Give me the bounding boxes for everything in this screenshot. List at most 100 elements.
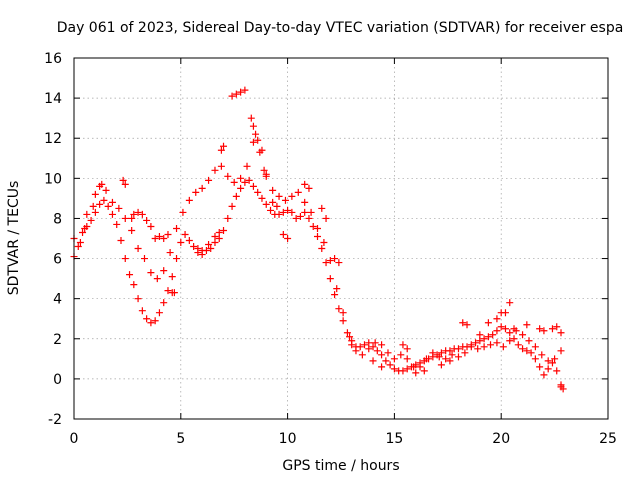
data-point-marker — [258, 146, 266, 154]
y-tick-label: 12 — [44, 131, 62, 147]
data-point-marker — [538, 351, 546, 359]
data-point-marker — [356, 343, 364, 351]
data-point-marker — [134, 208, 142, 216]
data-point-marker — [369, 357, 377, 365]
data-point-marker — [484, 319, 492, 327]
data-point-marker — [205, 241, 213, 249]
data-point-marker — [352, 347, 360, 355]
data-point-marker — [108, 210, 116, 218]
data-point-marker — [448, 351, 456, 359]
data-point-marker — [548, 325, 556, 333]
data-point-marker — [194, 249, 202, 257]
data-point-marker — [177, 239, 185, 247]
data-point-marker — [294, 188, 302, 196]
data-point-marker — [232, 192, 240, 200]
data-point-marker — [378, 341, 386, 349]
data-point-marker — [113, 220, 121, 228]
data-point-marker — [254, 136, 262, 144]
data-point-marker — [326, 257, 334, 265]
x-axis-title: GPS time / hours — [282, 458, 399, 474]
data-point-marker — [119, 176, 127, 184]
data-point-marker — [378, 351, 386, 359]
data-point-marker — [267, 206, 275, 214]
data-point-marker — [230, 178, 238, 186]
data-point-marker — [173, 255, 181, 263]
data-point-marker — [553, 367, 561, 375]
data-point-marker — [429, 349, 437, 357]
data-point-marker — [108, 198, 116, 206]
data-point-marker — [138, 210, 146, 218]
data-point-marker — [514, 341, 522, 349]
data-point-marker — [422, 355, 430, 363]
data-point-marker — [467, 343, 475, 351]
data-point-marker — [217, 146, 225, 154]
data-point-marker — [531, 355, 539, 363]
data-point-marker — [245, 176, 253, 184]
data-point-marker — [318, 245, 326, 253]
data-point-marker — [305, 184, 313, 192]
data-point-marker — [536, 363, 544, 371]
data-point-marker — [130, 281, 138, 289]
data-point-marker — [527, 349, 535, 357]
data-point-marker — [185, 237, 193, 245]
data-point-marker — [412, 369, 420, 377]
data-point-marker — [160, 267, 168, 275]
data-point-marker — [237, 174, 245, 182]
data-point-marker — [480, 335, 488, 343]
data-point-marker — [335, 259, 343, 267]
data-point-marker — [134, 295, 142, 303]
data-point-marker — [544, 365, 552, 373]
data-point-marker — [205, 176, 213, 184]
chart-title: Day 061 of 2023, Sidereal Day-to-day VTE… — [57, 20, 624, 36]
data-point-marker — [557, 347, 565, 355]
data-point-marker — [192, 188, 200, 196]
data-point-marker — [318, 204, 326, 212]
data-point-marker — [76, 239, 84, 247]
data-point-marker — [339, 309, 347, 317]
data-point-marker — [74, 243, 82, 251]
data-point-marker — [557, 329, 565, 337]
data-point-marker — [322, 259, 330, 267]
data-point-marker — [168, 273, 176, 281]
data-point-marker — [397, 351, 405, 359]
data-point-marker — [151, 235, 159, 242]
data-point-marker — [164, 230, 172, 238]
data-point-marker — [217, 162, 225, 170]
data-point-marker — [198, 184, 206, 192]
data-point-marker — [237, 184, 245, 192]
data-point-marker — [89, 202, 97, 210]
data-point-marker — [170, 289, 178, 297]
data-point-marker — [143, 315, 151, 323]
data-point-marker — [305, 214, 313, 222]
data-point-marker — [288, 192, 296, 200]
data-point-marker — [254, 188, 262, 196]
data-point-marker — [301, 208, 309, 216]
data-point-marker — [437, 361, 445, 369]
data-point-marker — [390, 365, 398, 373]
data-point-marker — [211, 232, 219, 240]
y-tick-label: 6 — [53, 252, 62, 268]
data-point-marker — [301, 180, 309, 188]
data-point-marker — [331, 255, 339, 263]
data-point-marker — [384, 349, 392, 357]
data-point-marker — [463, 321, 471, 329]
data-point-marker — [128, 226, 136, 234]
data-point-marker — [493, 339, 501, 347]
data-point-marker — [519, 345, 527, 353]
data-point-marker — [510, 335, 518, 343]
data-point-marker — [155, 232, 163, 240]
data-point-marker — [403, 345, 411, 353]
data-point-marker — [237, 88, 245, 96]
data-point-marker — [243, 162, 251, 170]
data-point-marker — [211, 239, 219, 247]
data-point-marker — [126, 271, 134, 279]
data-point-marker — [506, 299, 514, 307]
data-point-marker — [551, 355, 559, 363]
data-point-marker — [390, 355, 398, 363]
data-point-marker — [143, 216, 151, 224]
data-point-marker — [307, 208, 315, 216]
data-point-marker — [523, 347, 531, 355]
data-point-marker — [487, 341, 495, 349]
data-point-marker — [373, 347, 381, 355]
